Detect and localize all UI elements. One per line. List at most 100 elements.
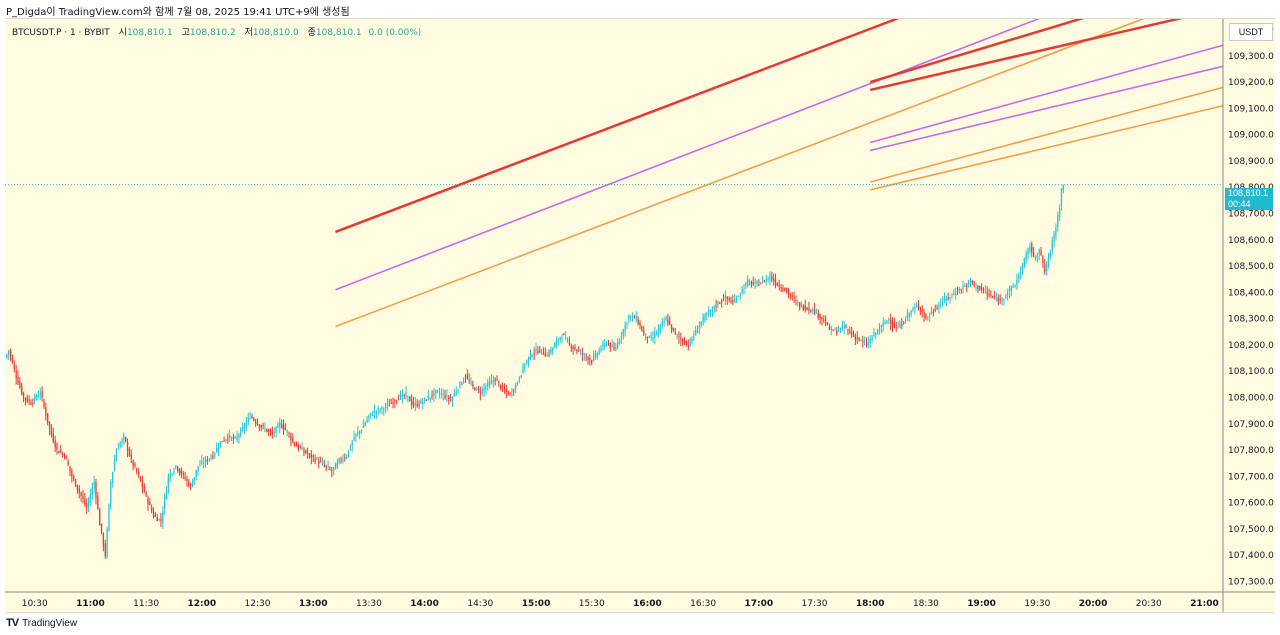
candle-body: [572, 346, 574, 349]
candle-body: [429, 397, 431, 399]
candle-body: [851, 331, 853, 335]
candle-body: [509, 392, 511, 394]
candle-body: [657, 328, 660, 332]
candle-body: [113, 460, 116, 471]
trendline-purple-2[interactable]: [335, 19, 1085, 291]
candle-body: [858, 337, 860, 341]
candle-body: [273, 432, 275, 434]
candle-body: [487, 381, 489, 387]
candle-body: [279, 422, 281, 427]
candle-body: [841, 325, 844, 329]
candle-body: [459, 381, 461, 388]
time-tick-label: 16:30: [690, 599, 716, 609]
candle-body: [505, 389, 507, 392]
candle-body: [646, 336, 649, 339]
candle-body: [852, 335, 855, 337]
candle-body: [791, 295, 793, 297]
price-tick-label: 109,200.0: [1228, 78, 1274, 88]
price-axis[interactable]: 109,400.0109,300.0109,200.0109,100.0109,…: [1228, 26, 1274, 588]
candle-body: [774, 279, 777, 285]
candle-body: [754, 282, 756, 284]
trendline-orange-9[interactable]: [870, 104, 1224, 191]
candle-body: [724, 295, 727, 299]
candle-body: [847, 329, 849, 331]
candle-body: [904, 320, 907, 322]
candle-body: [999, 299, 1001, 301]
footer-brand[interactable]: TV TradingView: [6, 617, 77, 629]
candle-body: [529, 352, 532, 359]
time-tick-label: 19:00: [967, 599, 996, 609]
candle-body: [340, 460, 342, 462]
candle-body: [650, 337, 652, 339]
candle-body: [119, 443, 121, 448]
candle-body: [739, 293, 741, 295]
candle-body: [139, 476, 142, 482]
candle-body: [923, 311, 925, 317]
candle-body: [568, 342, 571, 345]
candle-body: [490, 380, 493, 383]
candle-layer: [6, 184, 1064, 559]
candle-body: [336, 461, 339, 468]
candle-body: [13, 364, 15, 369]
candle-body: [357, 432, 359, 435]
trendline-red-5[interactable]: [869, 19, 1223, 92]
price-tick-label: 107,400.0: [1228, 551, 1274, 561]
candle-body: [709, 310, 712, 312]
candle-body: [544, 353, 546, 357]
candle-body: [886, 320, 888, 324]
candle-body: [299, 446, 301, 448]
candle-body: [453, 393, 455, 397]
chart-svg[interactable]: 109,400.0109,300.0109,200.0109,100.0109,…: [5, 19, 1275, 612]
trendline-orange-8[interactable]: [870, 86, 1224, 183]
candle-body: [52, 433, 54, 442]
candle-body: [232, 437, 235, 439]
candle-body: [84, 498, 86, 505]
candle-body: [306, 452, 309, 454]
currency-button[interactable]: USDT: [1229, 23, 1273, 41]
symbol-label[interactable]: BTCUSDT.P · 1 · BYBIT: [12, 28, 110, 38]
trendline-orange-3[interactable]: [335, 19, 1184, 328]
candle-body: [136, 468, 138, 473]
candle-body: [928, 315, 931, 317]
high-label: 고: [181, 28, 190, 38]
time-axis[interactable]: 10:30 11:00 11:30 12:00 12:30 13:00 13:30 14:00…: [22, 599, 1219, 609]
candle-body: [578, 350, 580, 352]
candle-body: [388, 405, 390, 407]
candle-body: [795, 300, 797, 302]
candle-body: [815, 310, 818, 312]
chart-frame[interactable]: 109,400.0109,300.0109,200.0109,100.0109,…: [5, 18, 1275, 613]
candle-body: [280, 424, 283, 428]
candle-body: [670, 324, 673, 331]
candle-body: [821, 316, 823, 320]
time-tick-label: 20:00: [1079, 599, 1108, 609]
candle-body: [496, 379, 498, 381]
trendline-red-1[interactable]: [335, 19, 944, 234]
candle-body: [108, 504, 110, 531]
price-tick-label: 108,400.0: [1228, 288, 1274, 298]
trendline-purple-6[interactable]: [870, 44, 1224, 144]
candle-body: [721, 301, 723, 303]
candle-body: [69, 466, 71, 472]
candle-body: [126, 442, 129, 451]
candle-body: [288, 432, 290, 435]
candle-body: [854, 335, 857, 340]
candle-body: [980, 287, 983, 290]
candle-body: [514, 384, 517, 390]
candle-body: [1029, 246, 1031, 251]
candle-body: [1034, 256, 1037, 260]
candle-body: [518, 378, 520, 381]
candle-body: [949, 297, 951, 299]
candle-body: [319, 461, 322, 463]
candle-body: [527, 356, 530, 362]
candle-body: [793, 296, 795, 298]
candle-body: [533, 353, 535, 355]
candle-body: [761, 280, 764, 282]
candle-body: [1036, 255, 1038, 257]
trendline-red-4[interactable]: [869, 19, 1141, 84]
candle-body: [683, 340, 686, 345]
candle-body: [256, 422, 259, 425]
candle-body: [756, 281, 758, 284]
trendline-purple-7[interactable]: [870, 65, 1224, 152]
candle-body: [325, 465, 327, 467]
candle-body: [494, 379, 496, 382]
